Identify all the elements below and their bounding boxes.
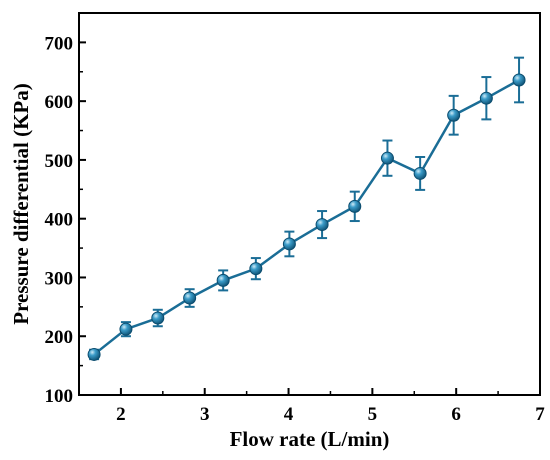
data-point	[512, 73, 526, 87]
x-tick-label: 2	[116, 404, 126, 425]
data-point	[348, 199, 362, 213]
data-point	[249, 262, 263, 276]
data-point	[282, 237, 296, 251]
x-tick-label: 4	[284, 404, 294, 425]
y-axis-title: Pressure differential (KPa)	[9, 83, 33, 324]
y-tick-label: 300	[45, 268, 74, 289]
data-point	[315, 218, 329, 232]
x-tick-label: 6	[451, 404, 461, 425]
data-point	[413, 166, 427, 180]
data-point	[380, 151, 394, 165]
x-tick-label: 3	[200, 404, 210, 425]
y-tick-label: 600	[45, 92, 74, 113]
x-tick-label: 5	[368, 404, 378, 425]
data-point	[87, 347, 101, 361]
x-tick-label: 7	[535, 404, 545, 425]
y-tick-label: 200	[45, 327, 74, 348]
data-point	[119, 322, 133, 336]
y-tick-label: 400	[45, 210, 74, 231]
x-axis-title: Flow rate (L/min)	[230, 427, 390, 451]
data-point	[183, 291, 197, 305]
data-point	[216, 273, 230, 287]
y-tick-label: 500	[45, 151, 74, 172]
data-point	[151, 311, 165, 325]
y-tick-label: 100	[45, 386, 74, 407]
data-point	[447, 108, 461, 122]
data-point	[479, 91, 493, 105]
plot-frame	[78, 12, 541, 396]
y-tick-label: 700	[45, 33, 74, 54]
